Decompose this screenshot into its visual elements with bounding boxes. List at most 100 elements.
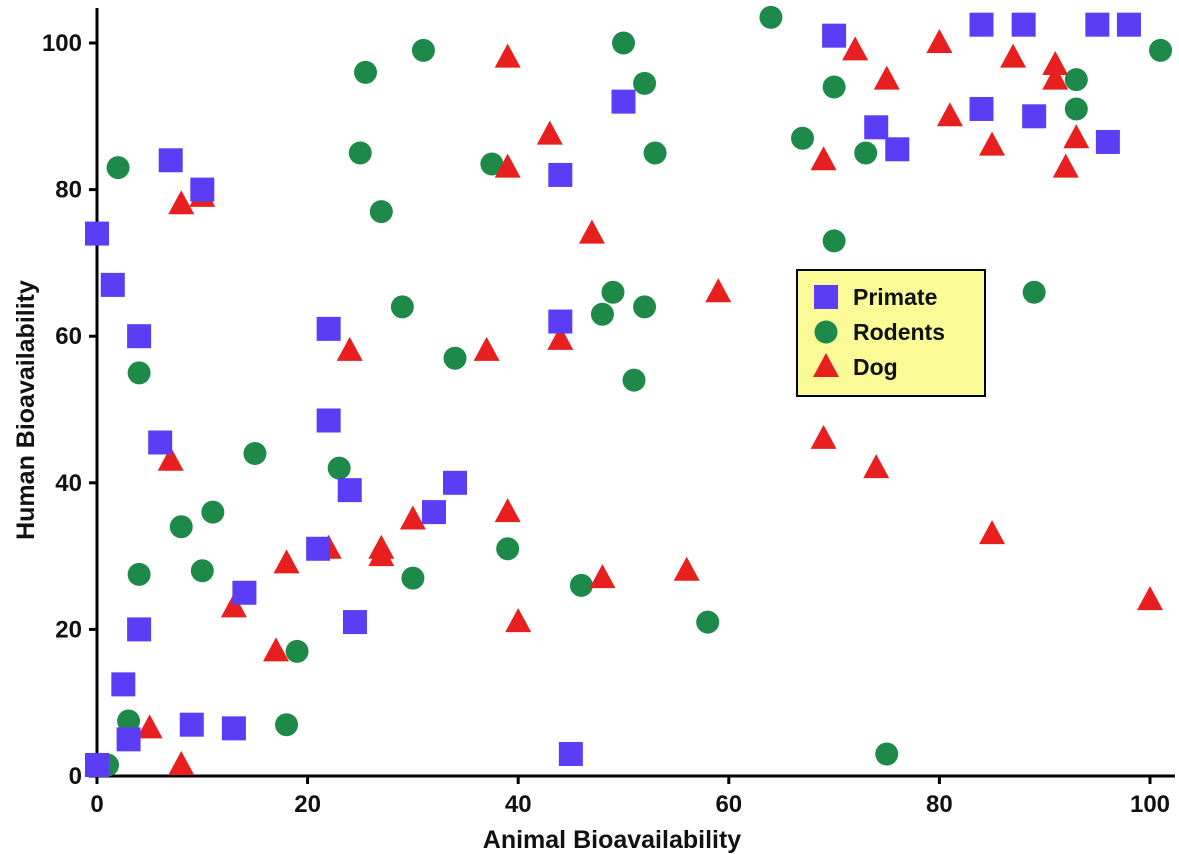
primate-point <box>1095 129 1120 154</box>
rodents-point <box>759 5 783 29</box>
rodents-point <box>169 515 193 539</box>
dog-point <box>368 534 395 559</box>
y-tick-label: 100 <box>42 30 82 57</box>
rodents-series <box>96 5 1173 777</box>
primate-point <box>611 89 636 114</box>
primate-point <box>969 96 994 121</box>
x-axis-title: Animal Bioavailability <box>483 826 742 854</box>
y-tick-label: 0 <box>69 763 82 790</box>
rodents-point <box>106 156 130 180</box>
rodents-point <box>443 346 467 370</box>
primate-point <box>316 316 341 341</box>
primate-point <box>1116 12 1141 37</box>
dog-point <box>842 36 869 61</box>
rodents-point <box>696 610 720 634</box>
dog-point <box>926 29 953 53</box>
primate-point <box>864 115 889 140</box>
dog-point <box>536 120 563 145</box>
primate-point <box>885 137 910 162</box>
rodents-point <box>854 141 878 165</box>
dog-point <box>589 564 616 589</box>
primate-point <box>127 324 152 349</box>
dog-point <box>399 505 426 530</box>
rodents-point <box>354 60 378 84</box>
x-tick-label: 60 <box>715 791 742 818</box>
rodents-point <box>590 302 614 326</box>
primate-point <box>116 727 141 752</box>
rodents-point <box>390 295 414 319</box>
legend-label-dog: Dog <box>853 354 898 380</box>
y-axis-title: Human Bioavailability <box>12 280 40 540</box>
dog-point <box>168 751 195 776</box>
dog-point <box>473 336 500 361</box>
dog-point <box>936 102 963 127</box>
primate-point <box>127 617 152 642</box>
primate-point <box>85 221 109 246</box>
rodents-point <box>822 229 846 253</box>
rodents-point <box>633 71 657 95</box>
data-points <box>85 5 1173 778</box>
rodents-point <box>480 152 504 176</box>
x-tick-label: 80 <box>926 791 953 818</box>
primate-point <box>1011 12 1036 37</box>
dog-point <box>494 43 521 68</box>
rodents-point <box>569 573 593 597</box>
rodents-point <box>117 709 141 733</box>
dog-point <box>494 498 521 523</box>
primate-series <box>85 12 1141 778</box>
dog-point <box>1000 43 1027 68</box>
primate-point <box>1022 104 1047 129</box>
rodents-point <box>401 566 425 590</box>
dog-point <box>273 549 300 574</box>
y-tick-label: 60 <box>55 323 82 350</box>
dog-point <box>810 424 837 449</box>
legend-label-primate: Primate <box>853 284 937 310</box>
rodents-point <box>1149 38 1173 62</box>
rodents-point <box>791 126 815 150</box>
primate-point <box>548 162 573 187</box>
rodents-point <box>601 280 625 304</box>
rodents-point <box>875 742 899 766</box>
rodents-point <box>1064 68 1088 92</box>
primate-point <box>306 536 331 561</box>
primate-point <box>221 716 246 741</box>
dog-point <box>1052 153 1079 178</box>
x-tick-label: 40 <box>505 791 532 818</box>
primate-point <box>316 408 341 433</box>
legend: Primate Rodents Dog <box>796 269 986 397</box>
dog-series <box>136 29 1163 776</box>
dog-point <box>220 593 247 618</box>
rodents-point <box>127 361 151 385</box>
rodents-point <box>348 141 372 165</box>
primate-point <box>558 742 583 767</box>
primate-point <box>421 500 446 525</box>
rodents-point <box>1022 280 1046 304</box>
rodents-point <box>201 500 225 524</box>
axes <box>95 8 1175 778</box>
rodents-point <box>327 456 351 480</box>
primate-point <box>1085 12 1110 37</box>
y-tick-label: 80 <box>55 177 82 204</box>
dog-point <box>873 65 900 90</box>
primate-point <box>337 478 362 503</box>
dog-point <box>979 131 1006 156</box>
dog-point <box>578 219 605 244</box>
primate-point <box>111 672 136 697</box>
primate-point <box>342 610 367 635</box>
dog-point <box>336 336 363 361</box>
rodents-point <box>822 75 846 99</box>
rodents-legend-marker <box>814 320 838 344</box>
legend-entries: Primate Rodents Dog <box>813 284 945 380</box>
primate-point <box>822 23 847 48</box>
x-axis-ticks: 0 20 40 60 80 100 <box>90 776 1170 818</box>
primate-point <box>158 148 183 173</box>
dog-point <box>1137 586 1163 611</box>
y-axis-ticks: 0 20 40 60 80 100 <box>42 30 97 790</box>
primate-point <box>969 12 994 37</box>
rodents-point <box>285 639 309 663</box>
x-tick-label: 0 <box>90 791 103 818</box>
y-tick-label: 40 <box>55 470 82 497</box>
primate-point <box>148 430 173 455</box>
x-tick-label: 20 <box>294 791 321 818</box>
